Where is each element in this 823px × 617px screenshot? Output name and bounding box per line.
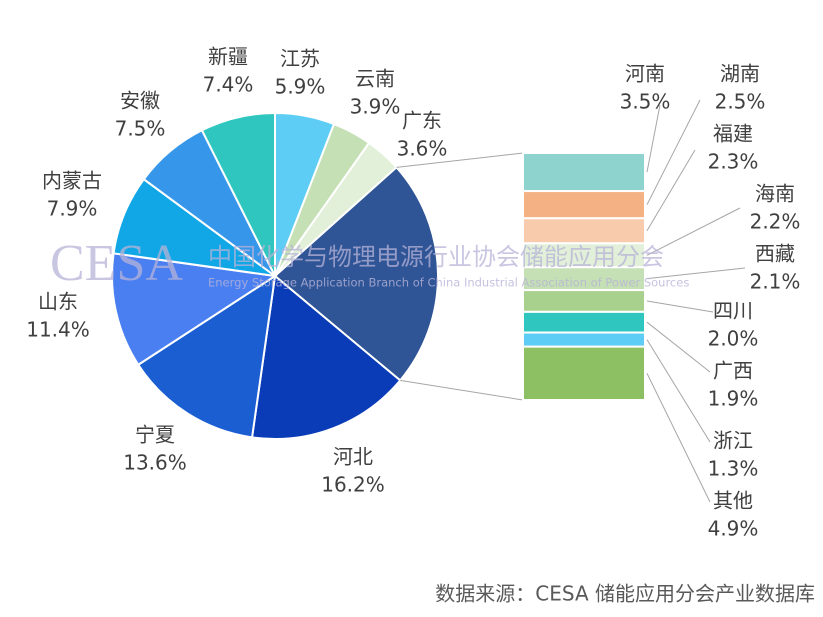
bar-name: 其他 (713, 489, 753, 513)
bar-name: 广西 (713, 359, 753, 383)
bar-value: 2.3% (708, 150, 759, 174)
leader-line (646, 207, 741, 256)
bar-value: 4.9% (708, 517, 759, 541)
slice-value: 11.4% (26, 318, 90, 342)
bar-name: 西藏 (755, 242, 795, 266)
slice-name: 内蒙古 (42, 169, 102, 193)
leader-line (646, 267, 746, 280)
bar-value: 2.5% (715, 90, 766, 114)
slice-value: 7.4% (203, 73, 254, 97)
slice-name: 新疆 (208, 45, 248, 69)
slice-value: 3.6% (397, 137, 448, 161)
bar-segment (522, 289, 646, 313)
slice-value: 3.9% (350, 95, 401, 119)
bar-name: 湖南 (720, 62, 760, 86)
bar-value: 2.1% (750, 270, 801, 294)
watermark-name-en: Energy Storage Application Branch of Chi… (208, 276, 689, 290)
leader-line (646, 339, 711, 443)
source-note: 数据来源：CESA 储能应用分会产业数据库 (435, 582, 815, 606)
bar-value: 1.3% (708, 457, 759, 481)
leader-line (646, 321, 711, 373)
bar-segment (522, 190, 646, 220)
watermark-logo: CESA (50, 235, 183, 292)
bar-segment (522, 331, 646, 348)
connector (396, 152, 524, 168)
leader-line (646, 373, 711, 503)
pie-slice (111, 252, 278, 367)
bar-segment (522, 345, 646, 402)
connector (400, 379, 524, 401)
bar-segment (522, 152, 646, 193)
bar-name: 海南 (755, 182, 795, 206)
bar-name: 河南 (625, 62, 665, 86)
bar-name: 福建 (713, 122, 753, 146)
slice-name: 宁夏 (135, 423, 175, 447)
bar-name: 四川 (713, 299, 753, 323)
pie-slice (250, 274, 402, 440)
leader-line (646, 149, 696, 232)
slice-value: 7.9% (47, 197, 98, 221)
slice-value: 16.2% (321, 473, 385, 497)
slice-name: 广东 (402, 109, 442, 133)
bar-value: 2.2% (750, 210, 801, 234)
slice-name: 江苏 (280, 47, 320, 71)
slice-name: 安徽 (120, 89, 160, 113)
slice-value: 13.6% (123, 451, 187, 475)
slice-value: 7.5% (115, 117, 166, 141)
slice-name: 河北 (333, 445, 373, 469)
bar-value: 3.5% (620, 90, 671, 114)
bar-value: 2.0% (708, 327, 759, 351)
pie-slice (200, 111, 276, 277)
watermark-name: 中国化学与物理电源行业协会储能应用分会 (208, 243, 664, 271)
leader-line (646, 99, 701, 205)
slice-name: 云南 (355, 67, 395, 91)
bar-value: 1.9% (708, 387, 759, 411)
leader-line (646, 104, 661, 173)
pie-slice (136, 273, 277, 439)
bar-segment (522, 217, 646, 245)
other-slice (273, 165, 439, 382)
slice-name: 山东 (38, 290, 78, 314)
bar-name: 浙江 (713, 429, 753, 453)
slice-value: 5.9% (275, 75, 326, 99)
leader-line (646, 300, 714, 313)
bar-segment (522, 310, 646, 334)
